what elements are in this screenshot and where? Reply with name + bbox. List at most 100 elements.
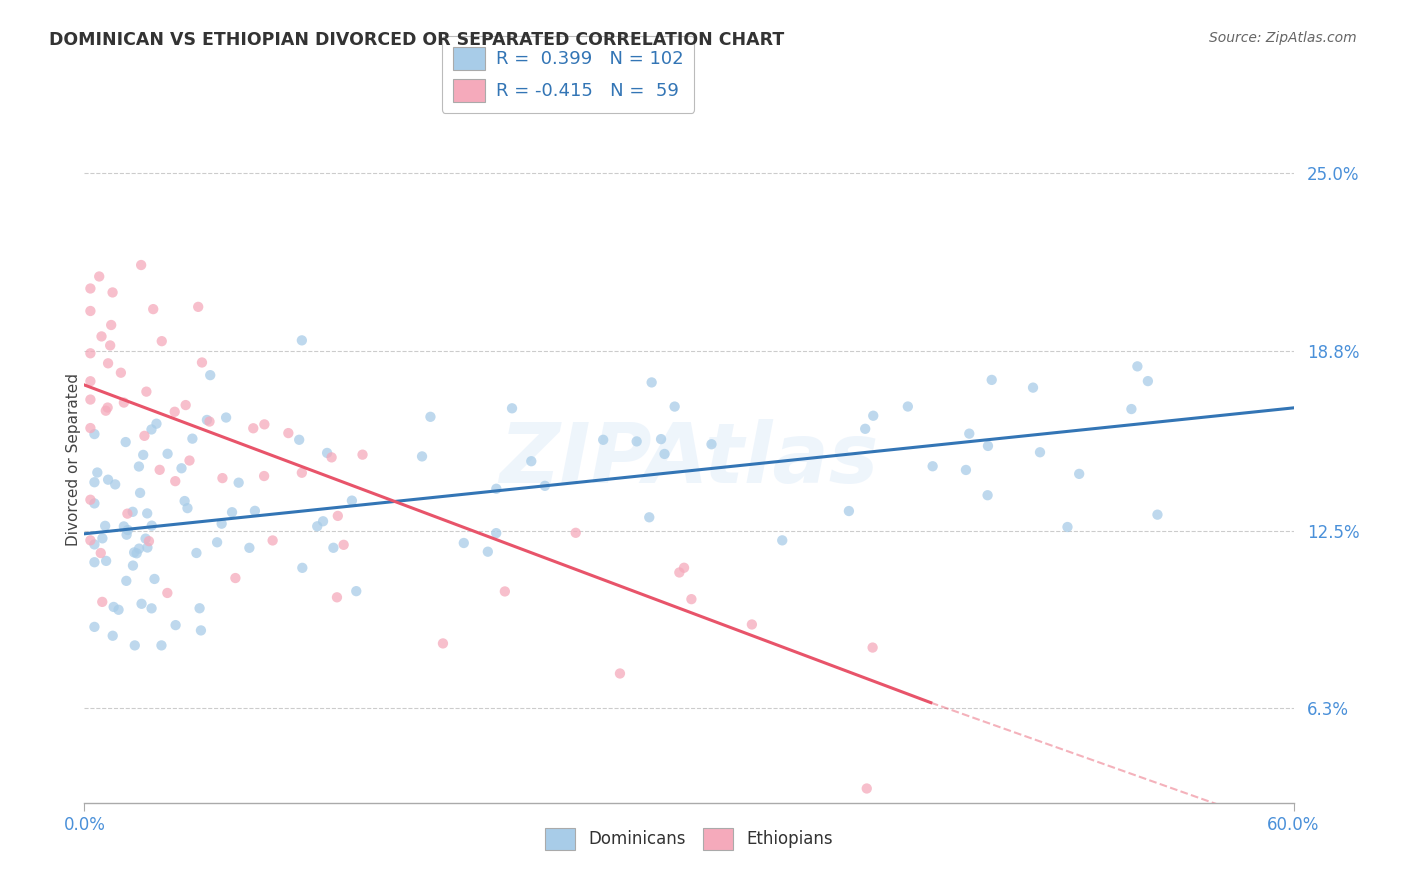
Point	[112, 395, 135, 409]
Point	[122, 545, 145, 559]
Point	[188, 601, 211, 615]
Point	[173, 494, 195, 508]
Point	[107, 603, 129, 617]
Point	[1029, 445, 1052, 459]
Point	[312, 514, 335, 528]
Point	[132, 448, 155, 462]
Point	[97, 356, 120, 370]
Point	[134, 429, 156, 443]
Point	[89, 269, 111, 284]
Point	[976, 488, 998, 502]
Point	[112, 519, 135, 533]
Point	[101, 285, 124, 300]
Point	[125, 546, 148, 560]
Point	[90, 329, 112, 343]
Point	[198, 415, 221, 429]
Point	[79, 533, 101, 548]
Point	[143, 572, 166, 586]
Point	[326, 591, 349, 605]
Point	[291, 466, 314, 480]
Point	[156, 586, 179, 600]
Point	[977, 439, 1000, 453]
Point	[673, 560, 696, 574]
Point	[141, 518, 163, 533]
Point	[741, 617, 763, 632]
Point	[79, 374, 101, 388]
Point	[344, 584, 367, 599]
Point	[520, 454, 543, 468]
Point	[654, 447, 676, 461]
Point	[110, 366, 132, 380]
Point	[1126, 359, 1149, 374]
Point	[668, 566, 690, 580]
Point	[957, 426, 980, 441]
Point	[921, 459, 943, 474]
Point	[128, 541, 150, 556]
Point	[98, 338, 121, 352]
Point	[211, 471, 233, 485]
Point	[253, 469, 276, 483]
Point	[700, 437, 723, 451]
Point	[215, 410, 238, 425]
Point	[129, 258, 152, 272]
Point	[485, 526, 508, 541]
Point	[626, 434, 648, 449]
Point	[187, 300, 209, 314]
Point	[980, 373, 1002, 387]
Point	[307, 519, 329, 533]
Point	[501, 401, 523, 416]
Point	[100, 318, 122, 332]
Point	[190, 624, 212, 638]
Point	[97, 401, 120, 415]
Point	[332, 538, 354, 552]
Point	[103, 599, 125, 614]
Point	[228, 475, 250, 490]
Point	[592, 433, 614, 447]
Point	[128, 459, 150, 474]
Point	[141, 601, 163, 615]
Legend: Dominicans, Ethiopians: Dominicans, Ethiopians	[538, 822, 839, 856]
Point	[838, 504, 860, 518]
Point	[94, 554, 117, 568]
Point	[664, 400, 686, 414]
Point	[411, 450, 433, 464]
Point	[156, 447, 179, 461]
Point	[142, 302, 165, 317]
Point	[135, 532, 157, 546]
Point	[253, 417, 276, 432]
Point	[163, 405, 186, 419]
Point	[1069, 467, 1091, 481]
Y-axis label: Divorced or Separated: Divorced or Separated	[66, 373, 80, 546]
Point	[453, 536, 475, 550]
Point	[770, 533, 793, 548]
Point	[191, 355, 214, 369]
Text: ZIPAtlas: ZIPAtlas	[499, 419, 879, 500]
Point	[477, 544, 499, 558]
Point	[79, 492, 101, 507]
Point	[101, 629, 124, 643]
Point	[97, 473, 120, 487]
Point	[121, 505, 143, 519]
Point	[135, 384, 157, 399]
Point	[79, 304, 101, 318]
Text: DOMINICAN VS ETHIOPIAN DIVORCED OR SEPARATED CORRELATION CHART: DOMINICAN VS ETHIOPIAN DIVORCED OR SEPAR…	[49, 31, 785, 49]
Point	[277, 426, 299, 441]
Point	[145, 417, 167, 431]
Point	[862, 409, 884, 423]
Point	[221, 505, 243, 519]
Point	[91, 595, 114, 609]
Point	[262, 533, 284, 548]
Point	[91, 532, 114, 546]
Point	[129, 486, 152, 500]
Point	[326, 508, 349, 523]
Point	[141, 422, 163, 436]
Point	[186, 546, 208, 560]
Point	[79, 346, 101, 360]
Point	[114, 435, 136, 450]
Point	[955, 463, 977, 477]
Point	[117, 507, 139, 521]
Point	[211, 516, 233, 531]
Point	[340, 493, 363, 508]
Point	[131, 597, 153, 611]
Point	[494, 584, 516, 599]
